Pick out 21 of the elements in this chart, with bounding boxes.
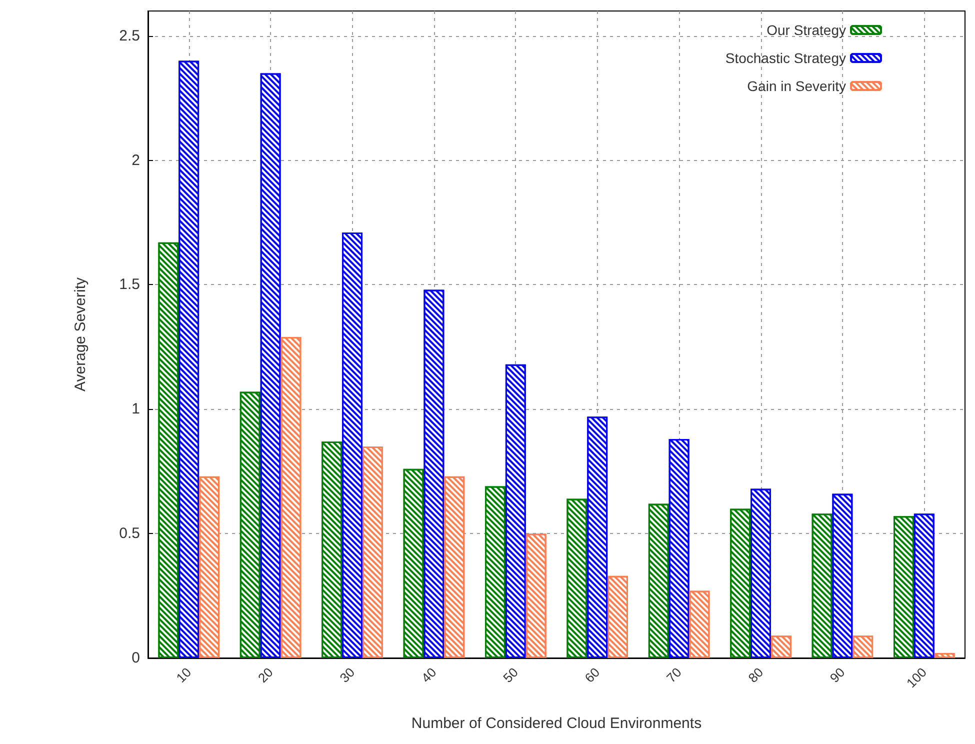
y-tick-label: 0	[132, 650, 140, 666]
x-axis-title: Number of Considered Cloud Environments	[411, 715, 702, 732]
x-tick-label: 40	[418, 664, 440, 686]
x-tick-label: 10	[173, 664, 194, 686]
y-axis-title: Average Severity	[72, 277, 89, 392]
y-tick-label: 1.5	[119, 276, 140, 294]
x-tick-label: 90	[826, 664, 848, 686]
legend-label: Our Strategy	[766, 22, 846, 38]
x-tick-label: 20	[255, 664, 276, 686]
legend-label: Gain in Severity	[747, 78, 846, 94]
y-tick-label: 1	[132, 400, 140, 418]
x-tick-label: 100	[904, 664, 930, 691]
y-tick-label: 0.5	[119, 525, 140, 542]
x-tick-label: 30	[336, 664, 358, 686]
x-tick-label: 80	[745, 664, 766, 686]
x-tick-label: 70	[664, 664, 684, 686]
y-tick-label: 2	[132, 152, 140, 169]
x-tick-label: 50	[500, 664, 521, 686]
x-tick-label: 60	[582, 664, 603, 686]
y-tick-label: 2.5	[119, 27, 140, 44]
legend-label: Stochastic Strategy	[725, 50, 846, 66]
